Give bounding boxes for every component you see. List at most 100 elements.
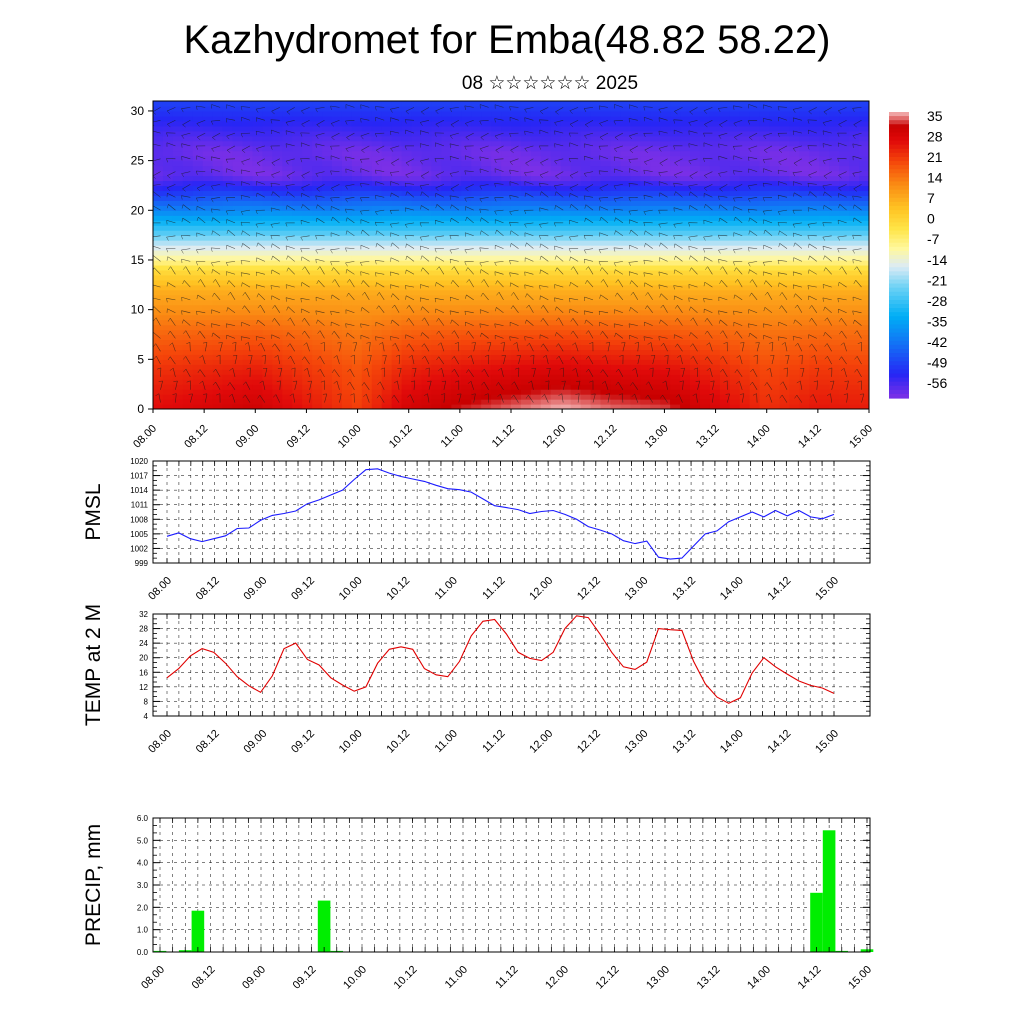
heatmap-cell xyxy=(670,349,681,355)
heatmap-cell xyxy=(162,374,174,380)
heatmap-cell xyxy=(530,319,542,326)
heatmap-cell xyxy=(182,160,194,167)
heatmap-cell xyxy=(222,140,234,147)
wind-barb xyxy=(226,271,236,275)
heatmap-cell xyxy=(570,404,582,409)
heatmap-cell xyxy=(540,299,552,306)
heatmap-cell xyxy=(461,140,472,147)
heatmap-cell xyxy=(640,110,651,117)
heatmap-cell xyxy=(172,259,184,266)
heatmap-cell xyxy=(540,235,552,241)
heatmap-cell xyxy=(729,279,741,286)
heatmap-cell xyxy=(699,389,711,395)
heatmap-cell xyxy=(252,319,263,326)
heatmap-cell xyxy=(351,399,363,405)
heatmap-cell xyxy=(401,394,413,400)
heatmap-cell xyxy=(530,230,542,236)
heatmap-cell xyxy=(391,299,403,306)
heatmap-cell xyxy=(839,220,850,226)
heatmap-cell xyxy=(600,394,612,400)
heatmap-cell xyxy=(351,334,363,341)
heatmap-cell xyxy=(769,339,781,346)
heatmap-cell xyxy=(560,389,572,395)
heatmap-cell xyxy=(252,115,263,122)
heatmap-cell xyxy=(491,240,502,246)
heatmap-cell xyxy=(540,289,552,296)
heatmap-cell xyxy=(302,394,313,400)
heatmap-cell xyxy=(530,240,542,246)
heatmap-cell xyxy=(202,289,214,296)
heatmap-cell xyxy=(759,225,771,231)
wind-barb-flag xyxy=(240,272,243,277)
heatmap-cell xyxy=(690,101,701,107)
heatmap-cell xyxy=(302,190,313,196)
heatmap-cell xyxy=(570,101,582,107)
wind-barb xyxy=(271,107,280,112)
heatmap-cell xyxy=(759,309,771,316)
heatmap-cell xyxy=(481,215,492,221)
heatmap-cell xyxy=(640,364,651,370)
heatmap-cell xyxy=(401,255,413,261)
heatmap-cell xyxy=(162,230,174,236)
heatmap-cell xyxy=(580,220,592,226)
heatmap-cell xyxy=(660,245,671,251)
heatmap-cell xyxy=(232,135,244,142)
heatmap-cell xyxy=(620,255,631,261)
heatmap-cell xyxy=(222,364,234,370)
heatmap-cell xyxy=(640,220,651,226)
heatmap-cell xyxy=(550,255,562,261)
heatmap-cell xyxy=(431,225,442,231)
wind-barb-flag xyxy=(226,229,229,234)
heatmap-cell xyxy=(719,145,731,152)
heatmap-cell xyxy=(709,240,721,246)
heatmap-cell xyxy=(222,225,234,231)
heatmap-cell xyxy=(600,389,612,395)
heatmap-cell xyxy=(153,329,164,336)
heatmap-cell xyxy=(222,404,234,409)
heatmap-cell xyxy=(859,309,869,316)
wind-barb-flag xyxy=(226,280,230,285)
heatmap-cell xyxy=(769,200,781,206)
heatmap-cell xyxy=(620,105,631,112)
heatmap-cell xyxy=(550,145,562,152)
heatmap-cell xyxy=(282,399,293,405)
heatmap-cell xyxy=(332,140,343,147)
heatmap-cell xyxy=(859,125,869,132)
heatmap-cell xyxy=(729,399,741,405)
heatmap-cell xyxy=(789,399,800,405)
heatmap-cell xyxy=(520,354,532,360)
heatmap-cell xyxy=(481,175,492,182)
heatmap-cell xyxy=(441,195,452,201)
heatmap-cell xyxy=(630,105,641,112)
heatmap-cell xyxy=(719,165,731,172)
wind-barb xyxy=(226,197,236,199)
heatmap-cell xyxy=(699,215,711,221)
heatmap-cell xyxy=(769,255,781,261)
heatmap-cell xyxy=(829,279,840,286)
heatmap-cell xyxy=(600,175,612,182)
wind-barb xyxy=(309,380,312,390)
heatmap-cell xyxy=(162,145,174,152)
heatmap-cell xyxy=(491,220,502,226)
heatmap-cell xyxy=(212,279,224,286)
heatmap-cell xyxy=(262,319,273,326)
heatmap-cell xyxy=(153,195,164,201)
heatmap-cell xyxy=(690,319,701,326)
heatmap-cell xyxy=(411,319,423,326)
heatmap-cell xyxy=(441,115,452,122)
heatmap-cell xyxy=(411,399,423,405)
wind-barb xyxy=(212,132,221,138)
heatmap-cell xyxy=(262,399,273,405)
heatmap-cell xyxy=(560,190,572,196)
heatmap-cell xyxy=(630,399,641,405)
heatmap-cell xyxy=(809,135,820,142)
heatmap-cell xyxy=(461,180,472,187)
heatmap-cell xyxy=(550,155,562,162)
heatmap-cell xyxy=(729,389,741,395)
heatmap-cell xyxy=(650,339,661,346)
heatmap-cell xyxy=(172,344,184,350)
heatmap-cell xyxy=(411,120,423,127)
heatmap-cell xyxy=(411,264,423,271)
heatmap-cell xyxy=(153,309,164,316)
heatmap-cell xyxy=(729,369,741,375)
